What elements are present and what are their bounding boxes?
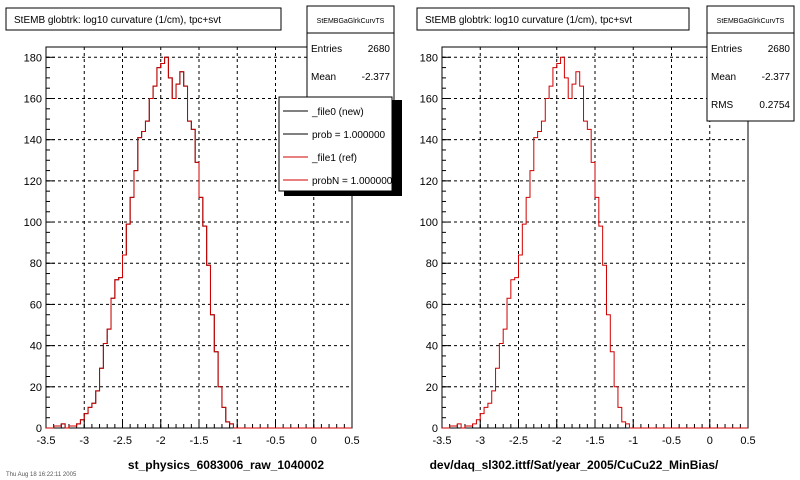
x-tick-label: -2.5 [113,435,132,447]
right-stats-rms-value: 0.2754 [759,100,790,111]
right-grid [442,47,748,428]
histogram-series-0 [442,56,748,429]
y-tick-label: 0 [432,423,438,435]
x-tick-label: 0.5 [740,435,755,447]
y-tick-label: 140 [420,135,438,147]
x-tick-label: -1.5 [190,435,209,447]
right-stats-mean-label: Mean [711,72,736,83]
footer-timestamp: Thu Aug 18 16:22:11 2005 [6,472,77,478]
left-title: StEMB globtrk: log10 curvature (1/cm), t… [14,15,221,26]
y-tick-label: 180 [420,52,438,64]
right-stats-entries-label: Entries [711,44,742,55]
legend-label-prob: prob = 1.000000 [312,130,386,141]
x-tick-label: 0.5 [344,435,359,447]
left-stats-entries-value: 2680 [368,44,391,55]
right-histogram-series [442,56,748,429]
right-title-box [416,7,690,31]
y-tick-label: 80 [30,258,42,270]
legend-label-file0: _file0 (new) [311,107,364,118]
right-xaxis-label: dev/daq_sl302.ittf/Sat/year_2005/CuCu22_… [430,458,719,472]
y-tick-label: 120 [420,176,438,188]
left-axis-ticks: -3.5 -3 -2.5 -2 -1.5 -1 -0.5 0 0.5 0 20 40 60 80 100 12… [24,46,360,447]
x-tick-label: -3.5 [433,435,452,447]
histogram-series-1 [46,56,352,429]
left-legend: _file0 (new) prob = 1.000000 _file1 (ref… [278,96,402,196]
right-stats-mean-value: -2.377 [762,72,791,83]
x-tick-label: -1.5 [586,435,605,447]
x-tick-label: -3.5 [37,435,56,447]
right-stats-name: StEMBGaGlrkCurvTS [717,18,785,25]
right-histogram-panel: -3.5 -3 -2.5 -2 -1.5 -1 -0.5 0 0.5 0 20 40 60 80 100 12… [416,5,795,472]
x-tick-label: -3 [79,435,89,447]
right-stats-entries-value: 2680 [768,44,791,55]
left-histogram-panel: -3.5 -3 -2.5 -2 -1.5 -1 -0.5 0 0.5 0 20 40 60 80 100 12… [5,5,402,472]
x-tick-label: -1 [628,435,638,447]
y-tick-label: 100 [420,217,438,229]
x-tick-label: -2 [552,435,562,447]
y-tick-label: 20 [426,382,438,394]
right-axis-ticks: -3.5 -3 -2.5 -2 -1.5 -1 -0.5 0 0.5 0 20 40 60 80 100 12… [420,46,756,447]
y-tick-label: 100 [24,217,42,229]
left-stats-mean-value: -2.377 [362,72,391,83]
left-histogram-series [46,56,352,429]
right-title: StEMB globtrk: log10 curvature (1/cm), t… [425,15,632,26]
x-tick-label: -0.5 [662,435,681,447]
y-tick-label: 140 [24,135,42,147]
x-tick-label: 0 [707,435,713,447]
legend-label-file1: _file1 (ref) [311,153,357,164]
x-tick-label: 0 [311,435,317,447]
y-tick-label: 120 [24,176,42,188]
y-tick-label: 160 [420,93,438,105]
right-stats-rms-label: RMS [711,100,734,111]
y-tick-label: 0 [36,423,42,435]
right-plot-frame [441,46,749,429]
y-tick-label: 60 [30,299,42,311]
x-tick-label: -3 [475,435,485,447]
y-tick-label: 80 [426,258,438,270]
left-stats-mean-label: Mean [311,72,336,83]
legend-label-probN: probN = 1.000000 [312,176,393,187]
y-tick-label: 160 [24,93,42,105]
left-stats-name: StEMBGaGlrkCurvTS [317,18,385,25]
x-tick-label: -1 [232,435,242,447]
x-tick-label: -0.5 [266,435,285,447]
left-title-box [5,7,282,31]
x-tick-label: -2.5 [509,435,528,447]
left-stats-entries-label: Entries [311,44,342,55]
x-tick-label: -2 [156,435,166,447]
y-tick-label: 180 [24,52,42,64]
y-tick-label: 20 [30,382,42,394]
y-tick-label: 60 [426,299,438,311]
left-xaxis-label: st_physics_6083006_raw_1040002 [128,458,324,472]
y-tick-label: 40 [30,341,42,353]
y-tick-label: 40 [426,341,438,353]
right-stats-box: StEMBGaGlrkCurvTS Entries 2680 Mean -2.3… [706,5,795,122]
